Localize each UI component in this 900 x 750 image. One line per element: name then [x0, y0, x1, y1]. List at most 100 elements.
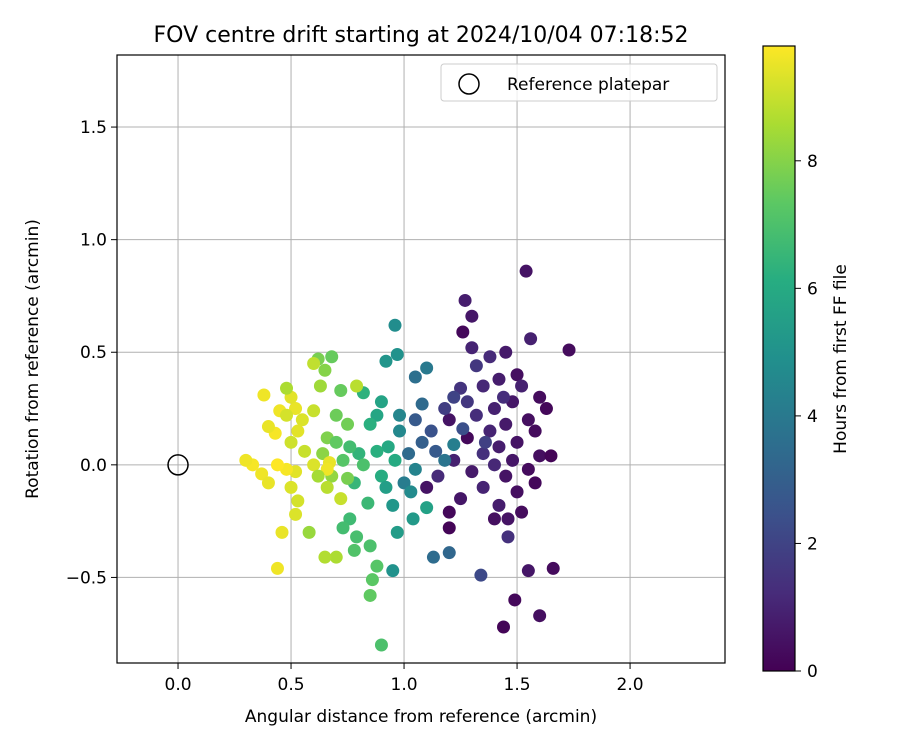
- data-point: [465, 465, 479, 479]
- data-point: [291, 424, 305, 438]
- data-point: [336, 521, 350, 535]
- data-point: [329, 408, 343, 422]
- data-point: [379, 480, 393, 494]
- data-point: [307, 357, 321, 371]
- data-point: [361, 496, 375, 510]
- data-point: [370, 408, 384, 422]
- data-point: [280, 408, 294, 422]
- data-point: [515, 505, 529, 519]
- data-point: [406, 512, 420, 526]
- data-points: [239, 264, 576, 652]
- data-point: [347, 543, 361, 557]
- data-point: [546, 561, 560, 575]
- data-point: [390, 525, 404, 539]
- data-point: [487, 458, 501, 472]
- data-point: [420, 480, 434, 494]
- y-tick-label: 1.0: [80, 231, 107, 251]
- x-tick-label: 0.5: [278, 675, 305, 695]
- data-point: [510, 368, 524, 382]
- data-point: [334, 384, 348, 398]
- colorbar-label: Hours from first FF file: [831, 264, 851, 454]
- data-point: [318, 550, 332, 564]
- data-point: [460, 395, 474, 409]
- data-point: [492, 372, 506, 386]
- data-point: [521, 413, 535, 427]
- data-point: [316, 447, 330, 461]
- data-point: [329, 550, 343, 564]
- colorbar-tick-label: 2: [807, 534, 818, 554]
- data-point: [397, 476, 411, 490]
- data-point: [521, 462, 535, 476]
- data-point: [521, 564, 535, 578]
- data-point: [528, 424, 542, 438]
- data-point: [320, 462, 334, 476]
- plot-frame: [116, 54, 726, 664]
- data-point: [492, 440, 506, 454]
- data-point: [270, 561, 284, 575]
- data-point: [442, 521, 456, 535]
- data-point: [402, 447, 416, 461]
- data-point: [284, 480, 298, 494]
- data-point: [476, 480, 490, 494]
- data-point: [341, 417, 355, 431]
- data-point: [356, 458, 370, 472]
- data-point: [341, 471, 355, 485]
- data-point: [447, 438, 461, 452]
- data-point: [499, 469, 513, 483]
- x-tick-label: 1.0: [391, 675, 418, 695]
- data-point: [298, 444, 312, 458]
- data-point: [408, 462, 422, 476]
- data-point: [562, 343, 576, 357]
- data-point: [363, 588, 377, 602]
- data-point: [539, 402, 553, 416]
- data-point: [386, 498, 400, 512]
- data-point: [261, 420, 275, 434]
- data-point: [456, 325, 470, 339]
- data-point: [431, 469, 445, 483]
- data-point: [533, 449, 547, 463]
- data-point: [447, 390, 461, 404]
- data-point: [350, 530, 364, 544]
- legend-box: [440, 63, 718, 102]
- data-point: [447, 453, 461, 467]
- data-point: [524, 332, 538, 346]
- data-point: [363, 417, 377, 431]
- y-tick-label: 1.5: [80, 118, 107, 138]
- data-point: [496, 390, 510, 404]
- data-point: [469, 408, 483, 422]
- data-point: [350, 379, 364, 393]
- reference-point-marker: [167, 454, 189, 476]
- data-point: [318, 363, 332, 377]
- data-point: [393, 408, 407, 422]
- legend: Reference platepar: [440, 63, 718, 102]
- data-point: [454, 492, 468, 506]
- data-point: [343, 440, 357, 454]
- data-point: [365, 573, 379, 587]
- data-point: [393, 424, 407, 438]
- x-tick-label: 1.5: [504, 675, 531, 695]
- data-point: [325, 350, 339, 364]
- data-point: [533, 390, 547, 404]
- data-point: [284, 435, 298, 449]
- x-axis-label: Angular distance from reference (arcmin): [245, 707, 597, 727]
- data-point: [374, 395, 388, 409]
- data-point: [370, 559, 384, 573]
- data-point: [379, 354, 393, 368]
- data-point: [374, 638, 388, 652]
- data-point: [239, 453, 253, 467]
- data-point: [426, 550, 440, 564]
- data-point: [438, 402, 452, 416]
- y-tick-label: 0.5: [80, 343, 107, 363]
- data-point: [404, 485, 418, 499]
- data-point: [492, 498, 506, 512]
- data-point: [280, 381, 294, 395]
- data-point: [442, 413, 456, 427]
- data-point: [487, 402, 501, 416]
- data-point: [261, 476, 275, 490]
- colorbar-tick-label: 4: [807, 407, 818, 427]
- data-point: [465, 341, 479, 355]
- data-point: [458, 293, 472, 307]
- data-point: [442, 546, 456, 560]
- data-point: [519, 264, 533, 278]
- data-point: [408, 370, 422, 384]
